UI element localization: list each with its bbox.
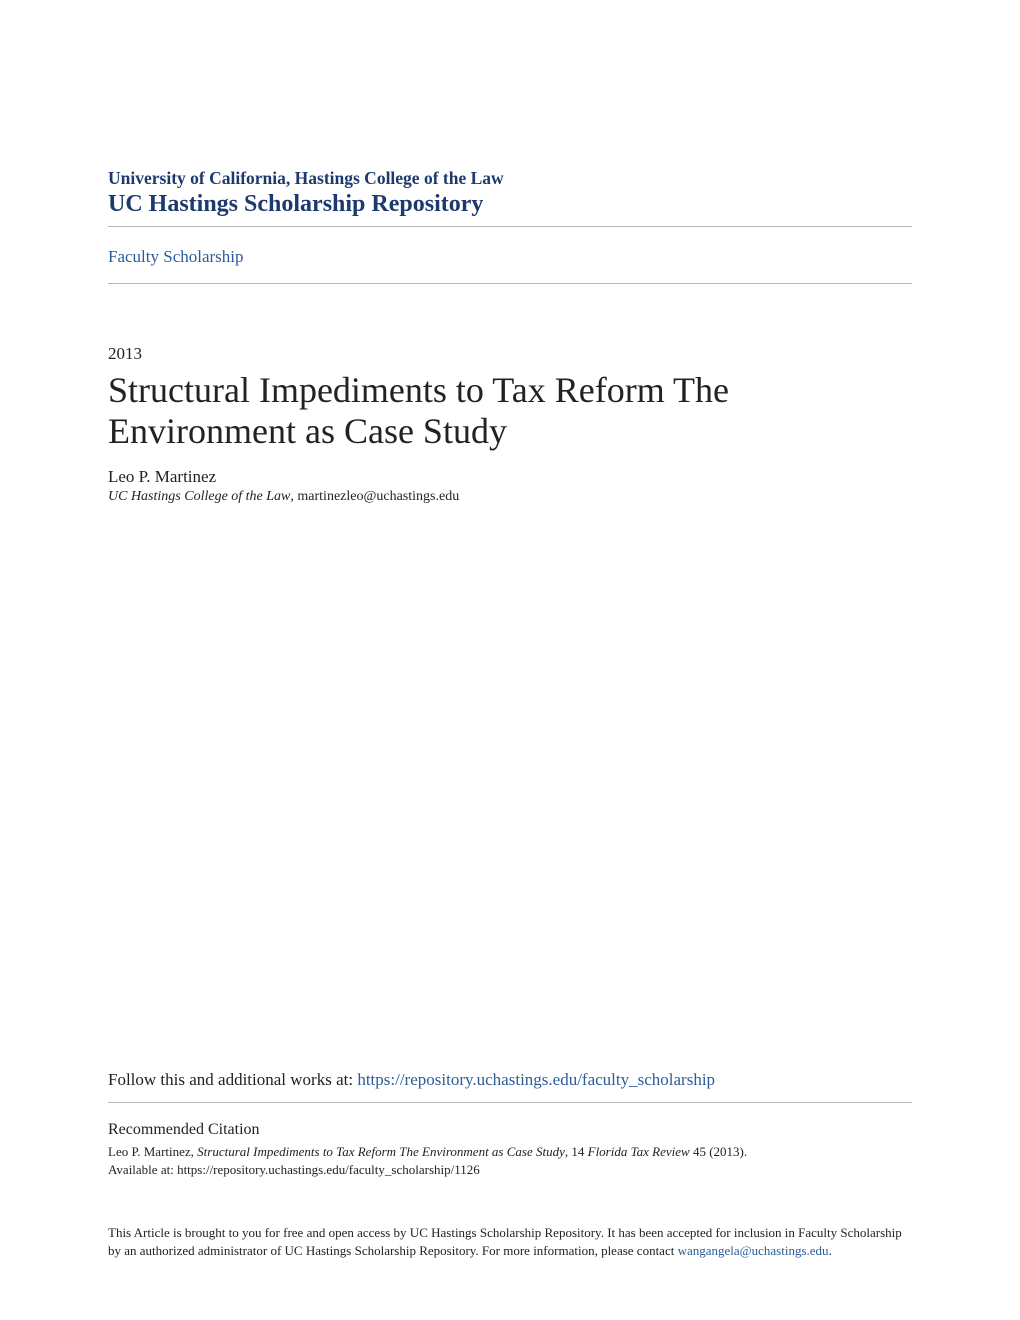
publication-year: 2013 [108, 344, 912, 364]
citation-tail: 45 (2013). [690, 1144, 747, 1159]
repository-title[interactable]: UC Hastings Scholarship Repository [108, 191, 912, 218]
footer-contact-email[interactable]: wangangela@uchastings.edu [678, 1243, 829, 1258]
repository-cover-page: University of California, Hastings Colle… [0, 0, 1020, 1320]
footer-note: This Article is brought to you for free … [108, 1224, 912, 1260]
citation-mid: , 14 [565, 1144, 588, 1159]
footer-text-after: . [829, 1243, 832, 1258]
citation-journal: Florida Tax Review [588, 1144, 690, 1159]
citation-author: Leo P. Martinez, [108, 1144, 197, 1159]
citation-title: Structural Impediments to Tax Reform The… [197, 1144, 565, 1159]
author-name: Leo P. Martinez [108, 467, 912, 487]
institution-name[interactable]: University of California, Hastings Colle… [108, 168, 912, 189]
follow-prefix: Follow this and additional works at: [108, 1070, 357, 1089]
collection-row: Faculty Scholarship [108, 227, 912, 284]
citation-heading: Recommended Citation [108, 1121, 912, 1139]
collection-link[interactable]: Faculty Scholarship [108, 247, 244, 266]
header-block: University of California, Hastings Colle… [108, 168, 912, 227]
citation-text: Leo P. Martinez, Structural Impediments … [108, 1143, 912, 1179]
author-email: martinezleo@uchastings.edu [297, 489, 459, 504]
affiliation-institution: UC Hastings College of the Law [108, 489, 290, 504]
follow-row: Follow this and additional works at: htt… [108, 1070, 912, 1103]
article-title: Structural Impediments to Tax Reform The… [108, 370, 912, 453]
content-spacer [108, 505, 912, 1070]
citation-available-at: Available at: https://repository.uchasti… [108, 1162, 480, 1177]
author-affiliation: UC Hastings College of the Law, martinez… [108, 489, 912, 505]
follow-link[interactable]: https://repository.uchastings.edu/facult… [357, 1070, 715, 1089]
